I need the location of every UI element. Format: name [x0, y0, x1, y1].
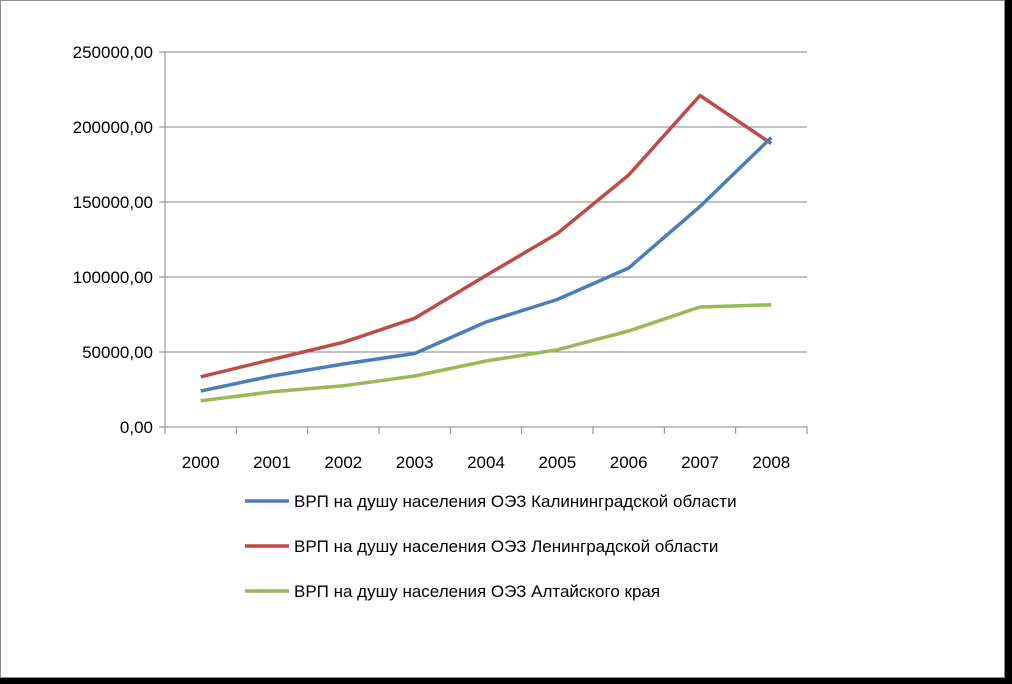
- series-line-2: [200, 93, 773, 379]
- legend-label-1: ВРП на душу населения ОЭЗ Калининградско…: [294, 492, 737, 511]
- y-tick-label: 200000,00: [73, 118, 153, 137]
- x-tick-label: 2008: [752, 453, 790, 472]
- y-tick-label: 250000,00: [73, 43, 153, 62]
- y-tick-label: 150000,00: [73, 193, 153, 212]
- legend: ВРП на душу населения ОЭЗ Калининградско…: [245, 492, 737, 601]
- x-tick-label: 2007: [681, 453, 719, 472]
- axes: 0,00 50000,00 100000,00 150000,00 200000,00 2…: [73, 43, 808, 472]
- x-tick-label: 2004: [467, 453, 505, 472]
- series-lines: [200, 93, 773, 403]
- y-tick-label: 50000,00: [82, 343, 153, 362]
- x-tick-label: 2005: [538, 453, 576, 472]
- y-tick-label: 100000,00: [73, 268, 153, 287]
- y-tick-label: 0,00: [120, 418, 153, 437]
- x-tick-label: 2006: [610, 453, 648, 472]
- x-tick-label: 2003: [396, 453, 434, 472]
- x-tick-label: 2001: [253, 453, 291, 472]
- series-line-3: [200, 303, 772, 403]
- x-tick-label: 2002: [324, 453, 362, 472]
- series-line-1: [200, 136, 773, 393]
- legend-label-2: ВРП на душу населения ОЭЗ Ленинградской …: [294, 537, 718, 556]
- x-tick-label: 2000: [182, 453, 220, 472]
- legend-label-3: ВРП на душу населения ОЭЗ Алтайского кра…: [294, 582, 660, 601]
